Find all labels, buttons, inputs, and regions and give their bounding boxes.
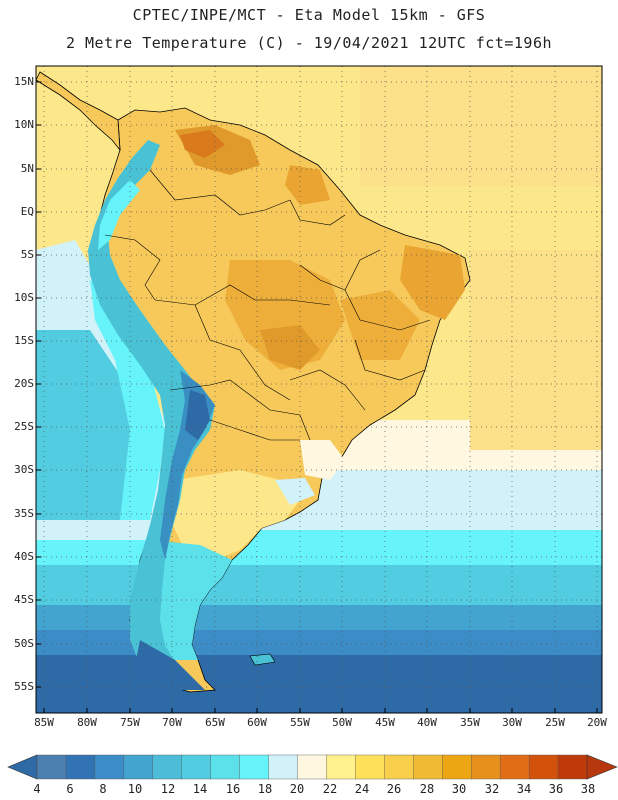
hot-region-interior [225,260,345,370]
colorbar-segment [442,754,472,780]
map-title-line1: CPTEC/INPE/MCT - Eta Model 15km - GFS [132,6,486,24]
lat-label: 45S [14,593,34,606]
andes-colombia-strip [98,180,140,250]
lat-label: 15N [14,75,34,88]
colorbar-segment [471,754,501,780]
south-tip-cold [135,640,205,690]
colorbar-label: 12 [160,782,176,796]
colorbar-label: 36 [548,782,564,796]
lat-label: 40S [14,550,34,563]
colorbar-above-arrow [586,754,618,780]
lon-label: 25W [545,716,565,729]
atlantic-east [470,250,602,450]
colorbar-label: 8 [99,782,107,796]
colorbar-label: 34 [516,782,532,796]
colorbar-label: 32 [484,782,500,796]
andes-central-high [185,390,210,440]
colorbar-segment [413,754,443,780]
lon-label: 70W [162,716,182,729]
lat-label: 5S [20,248,34,261]
lon-label: 45W [375,716,395,729]
hot-region-guianas [285,165,330,205]
colorbar-segment [384,754,415,780]
lat-label: 10N [14,118,34,131]
rio-plata-pale [275,478,315,505]
colorbar-segment [94,754,125,780]
colorbar-segment [123,754,154,780]
lat-label: EQ [20,205,34,218]
colorbar-segment [152,754,183,780]
colorbar-label: 4 [33,782,41,796]
axis-ticks [36,81,598,713]
colorbar-segment [210,754,241,780]
lon-label: 60W [247,716,267,729]
lon-label: 65W [205,716,225,729]
colorbar-segment [65,754,96,780]
colorbar-segment [239,754,270,780]
lat-label: 20S [14,377,34,390]
colorbar-segment [36,754,67,780]
hot-region-central [260,325,320,370]
colorbar-label: 10 [127,782,143,796]
colorbar-below-arrow [7,754,38,780]
colorbar-segments [36,754,588,780]
lat-label: 10S [14,291,34,304]
colorbar-label: 30 [451,782,467,796]
lat-label: 30S [14,463,34,476]
lon-label: 20W [587,716,607,729]
ocean-coldest [36,655,602,713]
lat-label: 35S [14,507,34,520]
colorbar-segment [297,754,328,780]
colorbar-segment [528,754,559,780]
lat-label: 50S [14,637,34,650]
colorbar-segment [355,754,386,780]
lat-label: 25S [14,420,34,433]
colorbar-label: 22 [322,782,338,796]
lat-label: 55S [14,680,34,693]
colorbar-segment [557,754,588,780]
lon-label: 55W [290,716,310,729]
falklands [249,653,276,666]
country-borders [104,169,431,441]
pacific-coast-band [90,280,165,520]
colorbar-label: 14 [192,782,208,796]
lat-label: 15S [14,334,34,347]
lon-label: 35W [460,716,480,729]
atlantic-warm-band [360,66,602,186]
colorbar-label: 24 [354,782,370,796]
hot-region-venezuela [180,130,225,158]
colorbar-segment [268,754,299,780]
colorbar [7,754,618,780]
colorbar-label: 16 [225,782,241,796]
map-title-line2: 2 Metre Temperature (C) - 19/04/2021 12U… [65,34,553,52]
lon-label: 50W [332,716,352,729]
colorbar-label: 6 [66,782,74,796]
lon-label: 85W [34,716,54,729]
lon-label: 40W [417,716,437,729]
colorbar-label: 26 [386,782,402,796]
central-america-land [36,71,121,152]
colorbar-segment [326,754,357,780]
colorbar-label: 28 [419,782,435,796]
hot-region-northeast [400,245,465,320]
colorbar-label: 18 [257,782,273,796]
colorbar-label: 38 [580,782,596,796]
lon-label: 80W [77,716,97,729]
colorbar-segment [181,754,212,780]
ocean-cooler [36,565,602,610]
lon-label: 75W [120,716,140,729]
south-cool-land [170,470,300,560]
lat-label: 5N [20,162,34,175]
colorbar-segment [499,754,530,780]
lon-label: 30W [502,716,522,729]
map-frame [35,65,603,714]
colorbar-label: 20 [289,782,305,796]
